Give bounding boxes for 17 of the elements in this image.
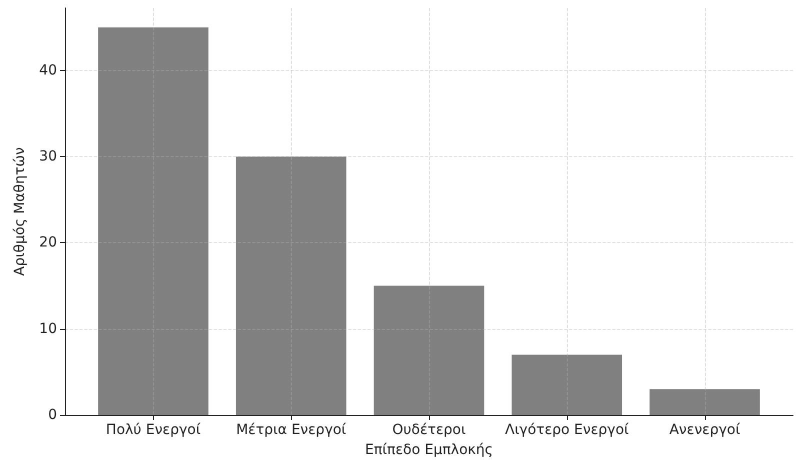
y-tick-label: 40 <box>39 62 57 78</box>
bar <box>236 156 346 415</box>
x-tick-label: Ουδέτεροι <box>392 422 466 438</box>
bar <box>374 286 484 415</box>
x-tick-label: Πολύ Ενεργοί <box>106 422 201 438</box>
x-axis-title: Επίπεδο Εμπλοκής <box>365 442 493 458</box>
bar <box>650 389 760 415</box>
y-axis-title: Αριθμός Μαθητών <box>12 147 28 276</box>
bar <box>98 27 208 415</box>
y-tick-label: 20 <box>39 234 57 251</box>
bar <box>512 354 622 415</box>
y-tick-label: 30 <box>39 148 57 165</box>
x-tick-label: Λιγότερο Ενεργοί <box>504 422 630 438</box>
x-tick-label: Μέτρια Ενεργοί <box>236 422 346 438</box>
x-tick-label: Ανενεργοί <box>669 422 740 438</box>
y-tick-label: 0 <box>48 407 57 423</box>
y-tick-label: 10 <box>39 320 57 337</box>
